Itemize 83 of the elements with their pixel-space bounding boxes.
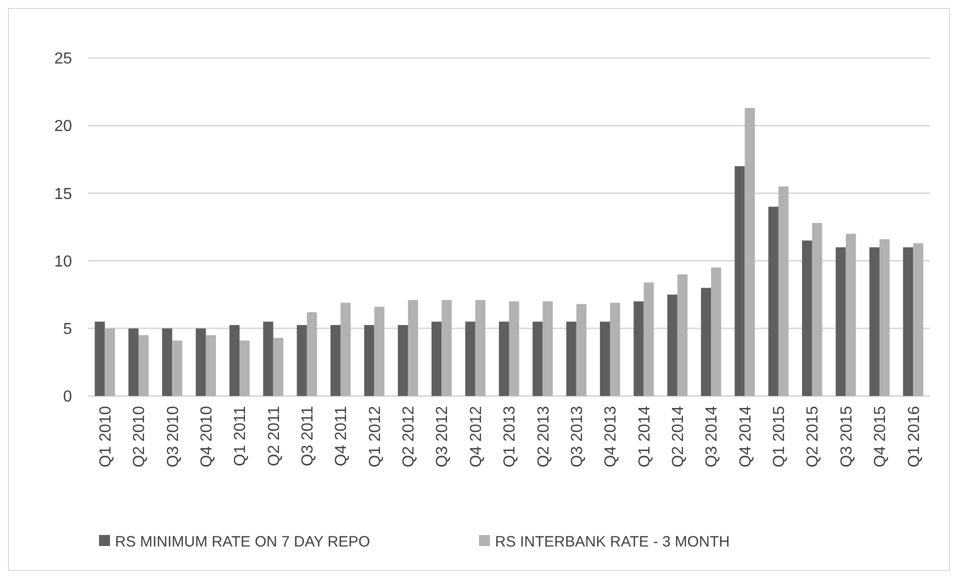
- bar: [532, 322, 543, 396]
- bar: [744, 108, 755, 396]
- x-tick-label: Q2 2010: [131, 406, 148, 468]
- x-tick-label: Q1 2010: [97, 406, 114, 468]
- bar: [475, 300, 486, 396]
- legend-label: RS INTERBANK RATE - 3 MONTH: [495, 533, 730, 550]
- bar: [432, 322, 442, 396]
- y-tick-label: 15: [54, 186, 72, 203]
- bar: [677, 274, 688, 396]
- x-tick-label: Q4 2014: [737, 406, 754, 468]
- bar: [542, 301, 553, 396]
- bar: [576, 304, 586, 396]
- bar: [879, 239, 890, 396]
- bar: [846, 234, 856, 396]
- bar: [634, 301, 644, 396]
- bar: [836, 247, 846, 396]
- x-tick-label: Q3 2010: [164, 406, 182, 468]
- x-tick-label: Q1 2016: [906, 406, 923, 468]
- bar: [128, 328, 139, 396]
- bar: [734, 166, 745, 396]
- legend-label: RS MINIMUM RATE ON 7 DAY REPO: [115, 533, 370, 550]
- bar: [778, 186, 789, 396]
- bar: [644, 282, 654, 396]
- bar: [240, 340, 250, 396]
- bar: [700, 288, 712, 396]
- x-tick-label: Q3 2011: [300, 406, 317, 466]
- x-tick-label: Q2 2012: [400, 406, 418, 468]
- bar: [273, 338, 284, 396]
- bar: [229, 325, 240, 396]
- y-tick-label: 5: [63, 321, 72, 338]
- x-tick-label: Q3 2015: [838, 406, 856, 468]
- bar: [398, 325, 408, 396]
- bar: [306, 312, 318, 396]
- bar: [465, 322, 476, 396]
- x-tick-label: Q4 2010: [198, 406, 216, 468]
- bar: [566, 322, 576, 396]
- x-tick-label: Q1 2015: [771, 406, 788, 468]
- bar: [509, 301, 520, 396]
- bar: [903, 247, 914, 396]
- bar: [104, 328, 115, 396]
- bar: [364, 325, 374, 396]
- bar: [812, 222, 822, 396]
- bar: [600, 322, 610, 396]
- bar: [330, 325, 341, 396]
- y-tick-label: 25: [54, 50, 72, 68]
- bar: [206, 335, 216, 396]
- bar: [711, 268, 722, 396]
- bar: [869, 247, 880, 396]
- bar: [138, 335, 149, 396]
- x-tick-label: Q4 2012: [468, 406, 485, 468]
- bar: [94, 322, 105, 396]
- x-tick-label: Q1 2013: [502, 406, 519, 468]
- x-tick-label: Q4 2011: [333, 406, 350, 466]
- y-tick-label: 10: [54, 253, 72, 270]
- bar: [442, 300, 452, 396]
- x-tick-label: Q3 2013: [568, 406, 586, 468]
- bar: [263, 322, 274, 396]
- bar: [802, 240, 812, 396]
- bar: [913, 243, 924, 396]
- x-tick-label: Q3 2014: [704, 406, 721, 468]
- x-tick-label: Q1 2011: [232, 406, 250, 466]
- y-tick-label: 0: [63, 388, 72, 406]
- x-tick-label: Q2 2014: [670, 406, 687, 468]
- x-tick-label: Q4 2015: [872, 406, 890, 468]
- x-tick-label: Q2 2011: [266, 406, 283, 466]
- bar: [768, 206, 778, 396]
- x-tick-label: Q1 2014: [636, 406, 654, 468]
- bar: [172, 340, 182, 396]
- bar: [162, 328, 172, 396]
- x-tick-label: Q3 2012: [434, 406, 452, 468]
- bar: [408, 300, 418, 396]
- x-tick-label: Q1 2012: [366, 406, 384, 468]
- x-tick-label: Q2 2013: [535, 406, 552, 468]
- bar: [498, 322, 509, 396]
- bar: [667, 294, 678, 396]
- y-tick-label: 20: [54, 118, 72, 136]
- x-tick-label: Q4 2013: [602, 406, 620, 468]
- bar: [374, 306, 384, 396]
- bar: [610, 302, 620, 396]
- bar: [340, 302, 351, 396]
- bar: [296, 325, 307, 396]
- x-tick-label: Q2 2015: [804, 406, 822, 468]
- bar: [196, 328, 206, 396]
